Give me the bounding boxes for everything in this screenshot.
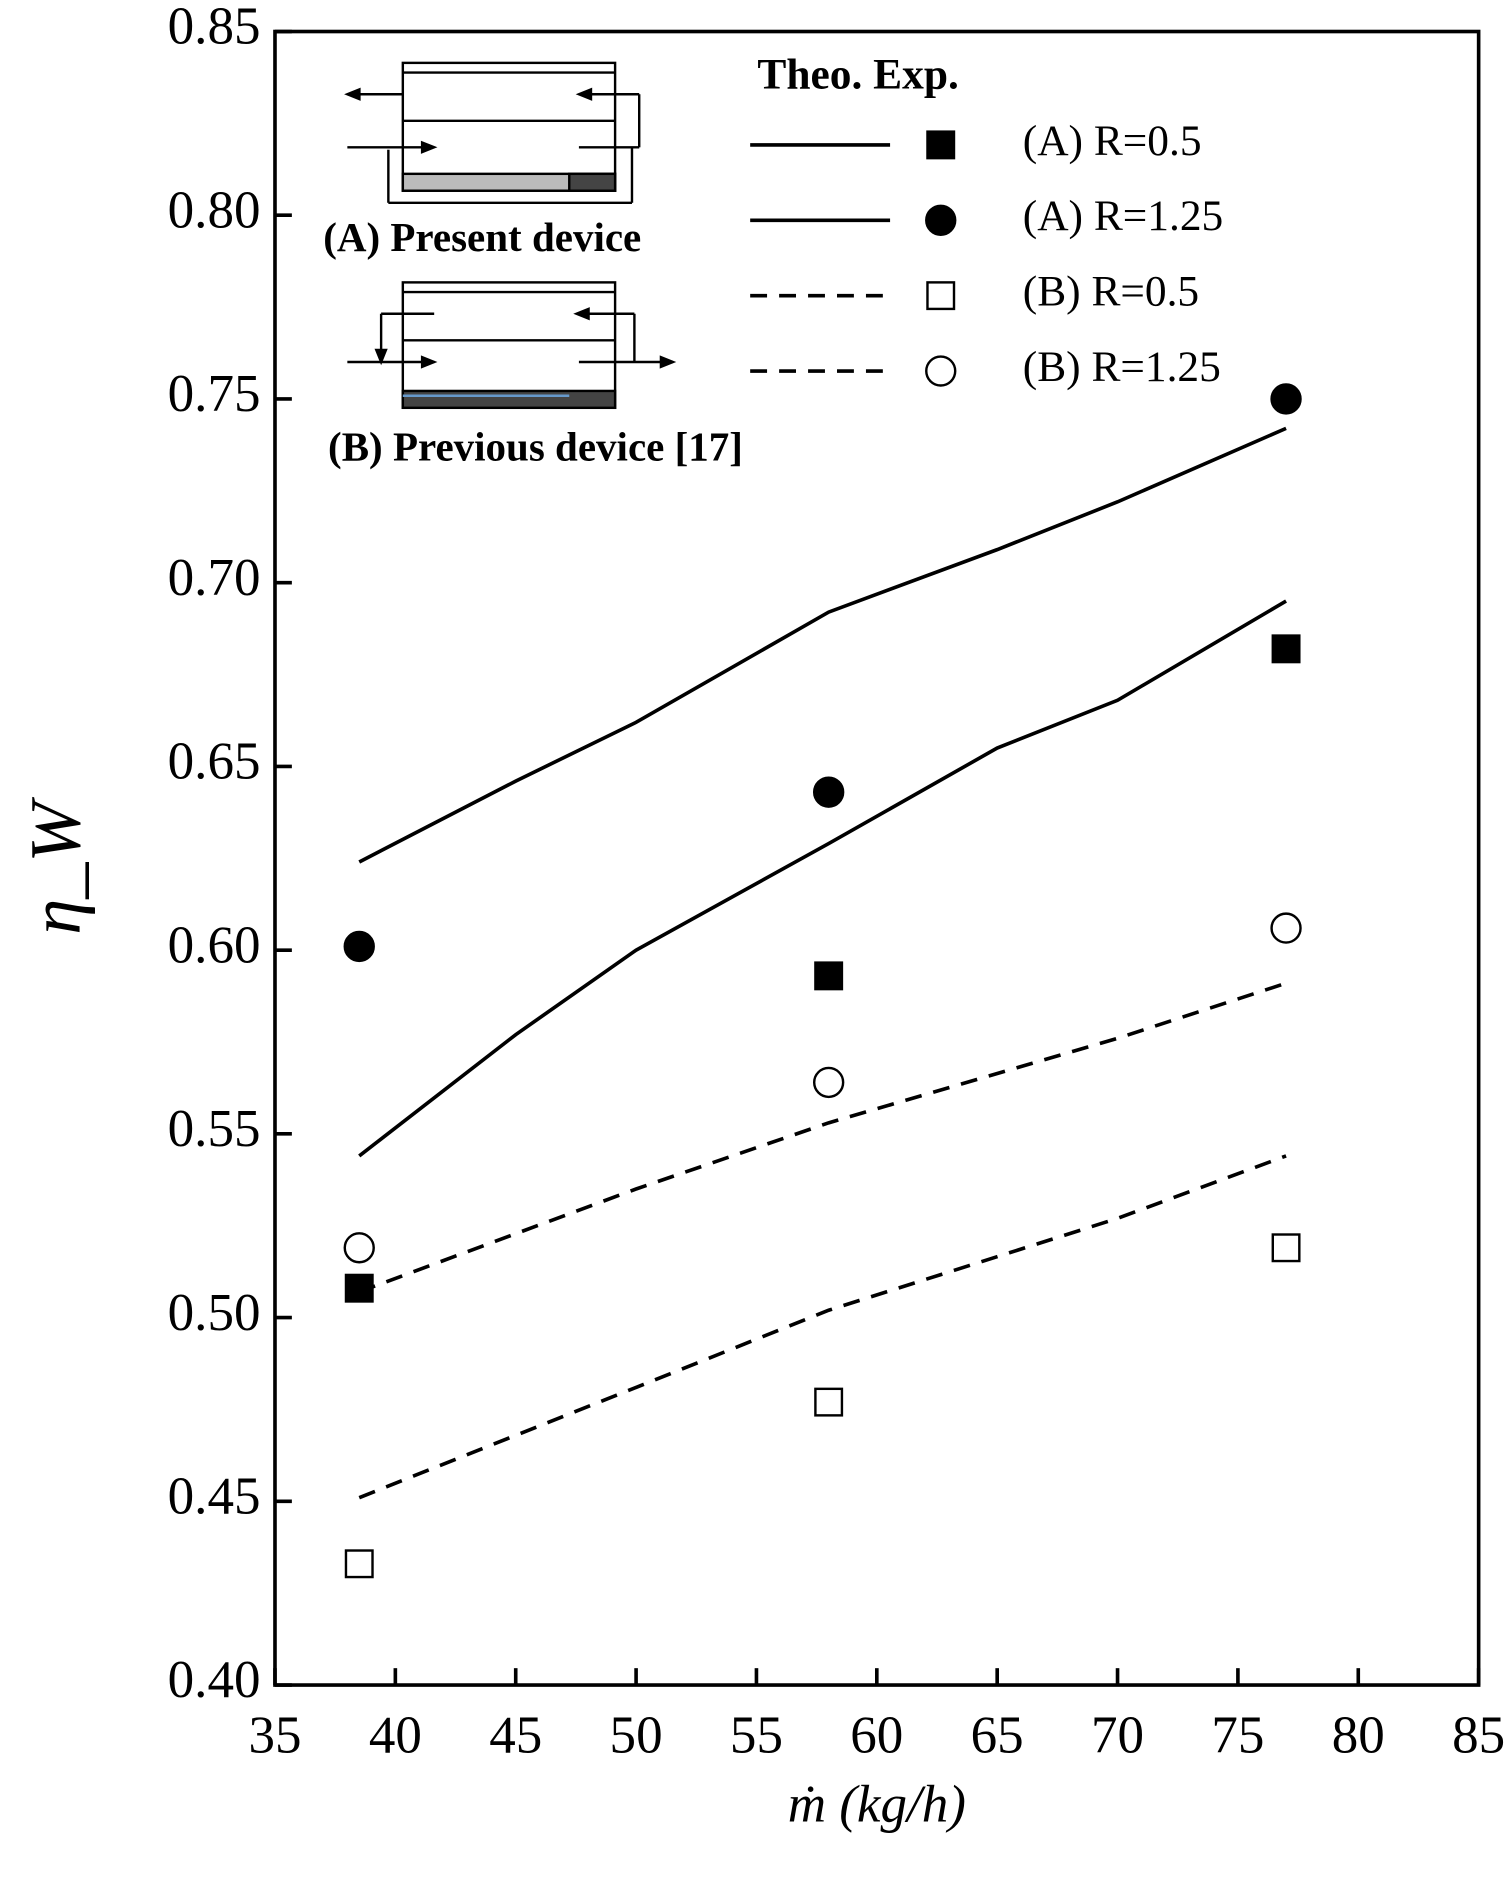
y-tick-label: 0.55: [168, 1100, 261, 1158]
y-tick-label: 0.85: [168, 0, 261, 56]
marker: [343, 1232, 375, 1264]
y-axis-label: η_W: [15, 797, 95, 935]
marker: [1271, 634, 1301, 664]
marker: [1271, 1233, 1301, 1263]
x-tick-label: 85: [1452, 1707, 1505, 1765]
theory-line: [358, 1154, 1287, 1500]
x-tick-label: 40: [369, 1707, 422, 1765]
legend-label: (A) R=0.5: [1023, 117, 1202, 165]
legend-label: (A) R=1.25: [1023, 192, 1223, 240]
legend-label: (B) R=0.5: [1023, 268, 1199, 316]
legend-marker: [925, 204, 957, 236]
x-tick-label: 60: [850, 1707, 903, 1765]
marker: [1270, 383, 1302, 415]
legend-title: Theo. Exp.: [757, 51, 958, 99]
annotation: (A) Present device: [323, 214, 641, 260]
x-tick-label: 45: [489, 1707, 542, 1765]
inset-b: [347, 281, 677, 410]
x-axis-label: ṁ (kg/h): [788, 1775, 966, 1833]
marker: [814, 961, 844, 991]
legend-label: (B) R=1.25: [1023, 343, 1221, 391]
legend-marker: [925, 355, 957, 387]
inset-a: [344, 61, 641, 204]
theory-line: [358, 599, 1287, 1158]
theory-line: [358, 981, 1287, 1294]
y-tick-label: 0.60: [168, 916, 261, 974]
marker: [812, 1066, 845, 1099]
y-tick-label: 0.45: [168, 1467, 261, 1525]
y-tick-label: 0.75: [168, 365, 261, 423]
x-tick-label: 65: [971, 1707, 1024, 1765]
marker: [812, 776, 845, 808]
marker: [344, 1549, 374, 1579]
x-tick-label: 50: [610, 1707, 663, 1765]
marker: [343, 930, 375, 963]
y-tick-label: 0.80: [168, 181, 261, 239]
y-tick-label: 0.65: [168, 733, 261, 791]
marker: [1270, 912, 1302, 944]
annotation: (B) Previous device [17]: [328, 424, 743, 470]
x-tick-label: 55: [730, 1707, 783, 1765]
x-tick-label: 75: [1211, 1707, 1264, 1765]
legend-marker: [926, 130, 956, 160]
x-tick-label: 70: [1091, 1707, 1144, 1765]
y-tick-label: 0.50: [168, 1284, 261, 1342]
y-tick-label: 0.40: [168, 1651, 261, 1709]
marker: [814, 1387, 844, 1417]
x-tick-label: 80: [1332, 1707, 1385, 1765]
plot-frame: [273, 29, 1481, 1687]
y-tick-label: 0.70: [168, 549, 261, 607]
x-tick-label: 35: [248, 1707, 301, 1765]
legend-marker: [926, 281, 956, 311]
theory-line: [358, 426, 1287, 864]
